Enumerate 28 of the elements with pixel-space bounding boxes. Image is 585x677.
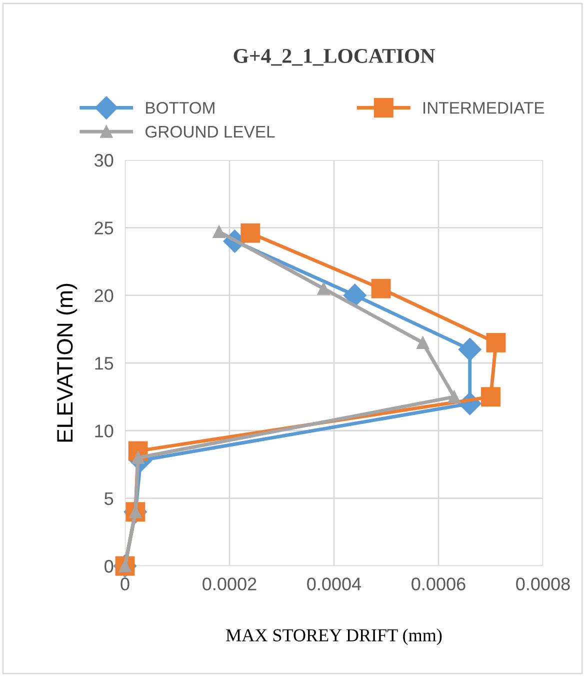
y-tick-label: 20	[94, 289, 114, 302]
point	[448, 390, 460, 404]
point	[481, 387, 500, 407]
x-tick-label: 0.0002	[202, 578, 256, 590]
point	[371, 278, 391, 298]
x-axis-title: MAX STOREY DRIFT (mm)	[226, 628, 442, 646]
y-axis-title: ELEVATION (m)	[56, 284, 78, 442]
point	[416, 336, 430, 349]
legend-label: BOTTOM	[146, 102, 214, 114]
y-tick-label: 0	[104, 560, 114, 573]
x-tick-label: 0.0006	[412, 578, 466, 590]
x-tick-label: 0	[120, 578, 130, 590]
y-tick-label: 30	[94, 154, 114, 167]
x-tick-label: 0.0004	[307, 578, 362, 590]
point	[212, 225, 226, 238]
y-tick-label: 15	[95, 357, 114, 370]
point	[317, 282, 330, 295]
chart-title: G+4_2_1_LOCATION	[234, 48, 435, 66]
point	[240, 223, 260, 243]
legend-label: INTERMEDIATE	[424, 102, 544, 114]
x-tick-label: 0.0008	[516, 578, 570, 590]
point	[343, 284, 366, 307]
y-tick-label: 25	[94, 222, 114, 234]
y-tick-label: 5	[104, 492, 114, 506]
legend-label: GROUND LEVEL	[146, 126, 275, 138]
y-tick-label: 10	[95, 424, 114, 438]
point	[486, 332, 506, 352]
point	[458, 338, 482, 361]
